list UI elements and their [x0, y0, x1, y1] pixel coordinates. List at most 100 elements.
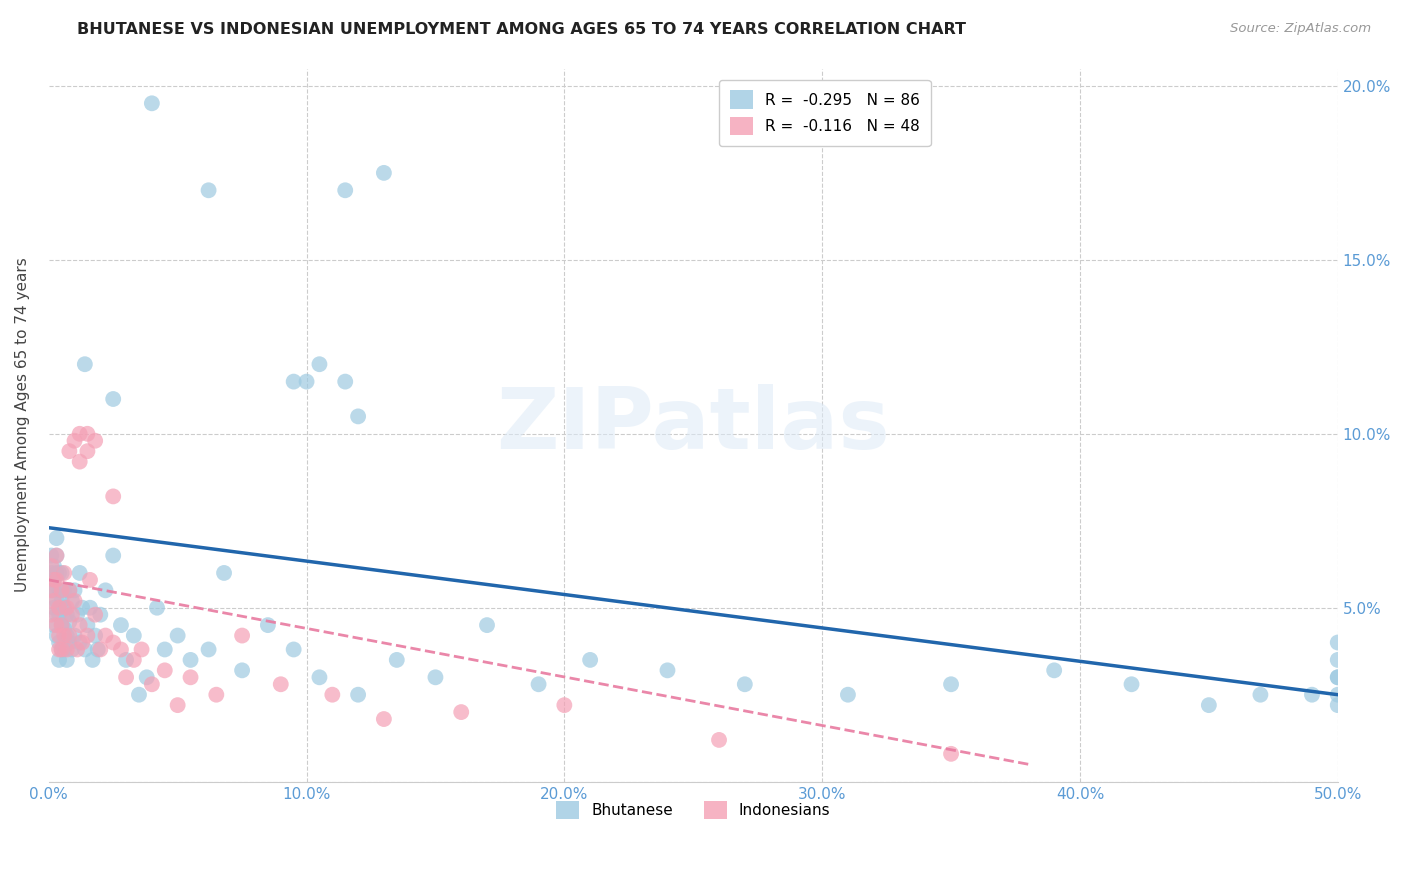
Point — [45, 549, 67, 563]
Point — [110, 642, 132, 657]
Point — [1249, 688, 1271, 702]
Point — [283, 642, 305, 657]
Point — [84, 607, 107, 622]
Point — [1301, 688, 1323, 702]
Point — [231, 664, 253, 678]
Point — [42, 573, 65, 587]
Point — [41, 583, 63, 598]
Point — [103, 635, 125, 649]
Point — [66, 607, 89, 622]
Point — [42, 618, 65, 632]
Point — [295, 375, 318, 389]
Point — [1326, 670, 1348, 684]
Point — [141, 96, 163, 111]
Point — [122, 629, 145, 643]
Point — [53, 566, 76, 580]
Point — [58, 629, 80, 643]
Point — [347, 688, 370, 702]
Text: Source: ZipAtlas.com: Source: ZipAtlas.com — [1230, 22, 1371, 36]
Legend: Bhutanese, Indonesians: Bhutanese, Indonesians — [550, 795, 837, 825]
Point — [94, 583, 117, 598]
Point — [115, 653, 138, 667]
Point — [197, 183, 219, 197]
Point — [41, 607, 63, 622]
Point — [41, 566, 63, 580]
Point — [180, 653, 202, 667]
Point — [450, 705, 472, 719]
Point — [335, 183, 357, 197]
Point — [308, 670, 330, 684]
Point — [270, 677, 292, 691]
Point — [76, 444, 98, 458]
Point — [122, 653, 145, 667]
Point — [51, 594, 73, 608]
Point — [48, 583, 70, 598]
Point — [48, 607, 70, 622]
Point — [84, 434, 107, 448]
Point — [51, 618, 73, 632]
Point — [76, 629, 98, 643]
Point — [308, 357, 330, 371]
Point — [579, 653, 602, 667]
Point — [48, 653, 70, 667]
Point — [72, 635, 94, 649]
Point — [69, 618, 91, 632]
Point — [1326, 698, 1348, 713]
Point — [56, 607, 79, 622]
Point — [82, 653, 104, 667]
Point — [1198, 698, 1220, 713]
Point — [231, 629, 253, 643]
Point — [58, 583, 80, 598]
Point — [166, 698, 188, 713]
Point — [56, 629, 79, 643]
Point — [939, 747, 962, 761]
Point — [42, 559, 65, 574]
Point — [128, 688, 150, 702]
Point — [48, 600, 70, 615]
Point — [63, 434, 86, 448]
Point — [283, 375, 305, 389]
Point — [153, 664, 176, 678]
Point — [1326, 670, 1348, 684]
Point — [41, 559, 63, 574]
Point — [89, 607, 111, 622]
Point — [45, 594, 67, 608]
Point — [69, 635, 91, 649]
Point — [69, 566, 91, 580]
Point — [76, 618, 98, 632]
Point — [135, 670, 157, 684]
Point — [48, 635, 70, 649]
Point — [212, 566, 235, 580]
Point — [56, 653, 79, 667]
Point — [94, 629, 117, 643]
Y-axis label: Unemployment Among Ages 65 to 74 years: Unemployment Among Ages 65 to 74 years — [15, 258, 30, 592]
Point — [63, 594, 86, 608]
Point — [373, 166, 395, 180]
Point — [76, 426, 98, 441]
Point — [53, 600, 76, 615]
Point — [347, 409, 370, 424]
Point — [1326, 635, 1348, 649]
Point — [103, 549, 125, 563]
Point — [115, 670, 138, 684]
Point — [51, 566, 73, 580]
Point — [205, 688, 228, 702]
Point — [734, 677, 756, 691]
Point — [335, 375, 357, 389]
Point — [72, 600, 94, 615]
Point — [197, 642, 219, 657]
Point — [53, 622, 76, 636]
Point — [53, 642, 76, 657]
Point — [48, 566, 70, 580]
Point — [141, 677, 163, 691]
Point — [79, 600, 101, 615]
Point — [45, 566, 67, 580]
Point — [69, 426, 91, 441]
Point — [257, 618, 280, 632]
Point — [180, 670, 202, 684]
Point — [69, 455, 91, 469]
Point — [58, 635, 80, 649]
Point — [385, 653, 408, 667]
Point — [42, 600, 65, 615]
Point — [45, 607, 67, 622]
